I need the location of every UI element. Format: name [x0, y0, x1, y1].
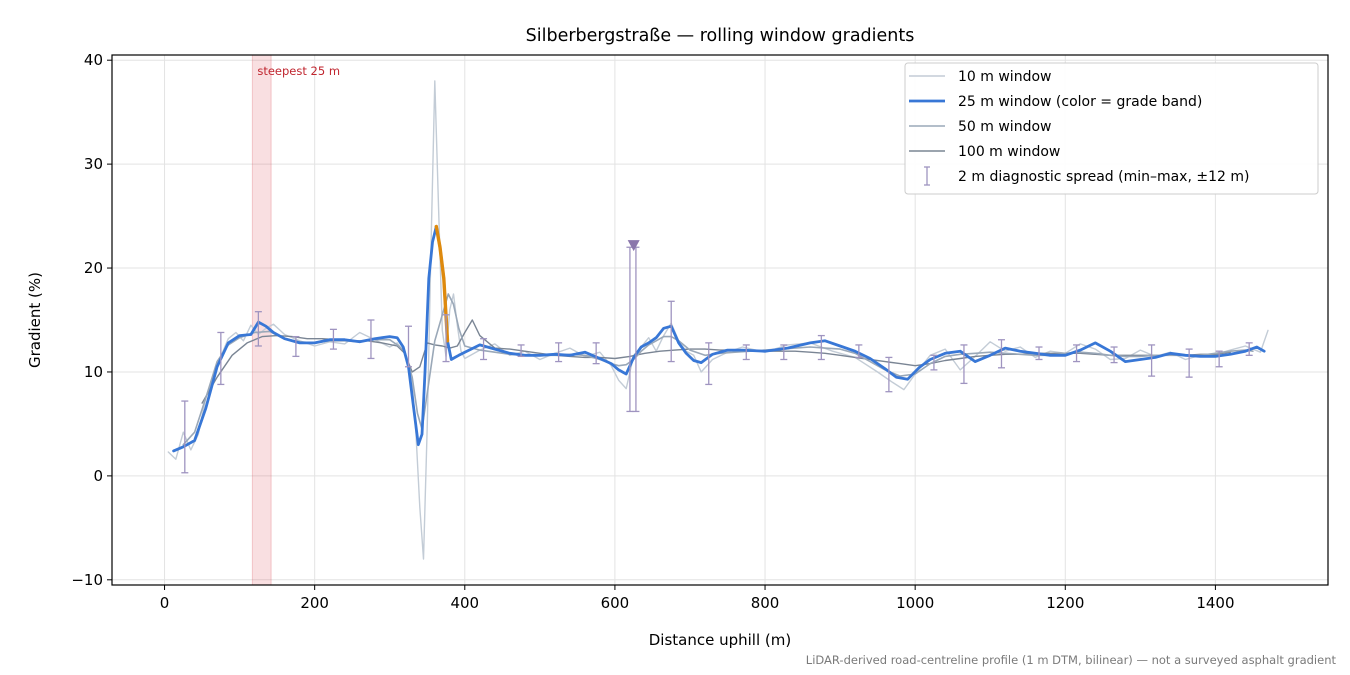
legend-label: 50 m window [958, 119, 1051, 135]
steepest-segment-label: steepest 25 m [257, 64, 340, 78]
highlight-layer: steepest 25 m [251, 54, 340, 586]
x-tick-label: 600 [601, 594, 630, 612]
x-tick-label: 0 [160, 594, 170, 612]
axis-ticks: 0 200 400 600 800 1000 1200 1400 −10 0 10 20 30 40 [71, 51, 1234, 612]
y-tick-label: 10 [84, 363, 103, 381]
legend-box [904, 62, 1319, 195]
chart-title: Silberbergstraße — rolling window gradie… [526, 26, 915, 46]
plot-frame [111, 54, 1329, 586]
spread-outlier-marker [627, 240, 640, 252]
y-axis-label: Gradient (%) [26, 272, 44, 368]
x-tick-label: 1000 [896, 594, 934, 612]
x-tick-label: 200 [300, 594, 329, 612]
legend-label: 2 m diagnostic spread (min–max, ±12 m) [958, 169, 1249, 185]
x-tick-label: 1200 [1046, 594, 1084, 612]
footnote: LiDAR-derived road-centreline profile (1… [806, 653, 1337, 667]
y-tick-label: 40 [84, 51, 103, 69]
legend: 10 m window 25 m window (color = grade ba… [904, 62, 1319, 195]
legend-label: 100 m window [958, 144, 1060, 160]
legend-label: 25 m window (color = grade band) [958, 94, 1202, 110]
y-tick-label: 30 [84, 155, 103, 173]
errorbar-layer [181, 246, 1253, 474]
series-25m-steep-band [434, 224, 450, 343]
legend-label: 10 m window [958, 69, 1051, 85]
y-tick-label: −10 [71, 571, 103, 589]
x-axis-label: Distance uphill (m) [649, 631, 791, 649]
steepest-segment-band [251, 54, 272, 586]
y-tick-label: 0 [93, 467, 103, 485]
x-tick-label: 800 [751, 594, 780, 612]
x-tick-label: 1400 [1196, 594, 1234, 612]
marker-layer [627, 240, 640, 252]
y-tick-label: 20 [84, 259, 103, 277]
x-tick-label: 400 [450, 594, 479, 612]
